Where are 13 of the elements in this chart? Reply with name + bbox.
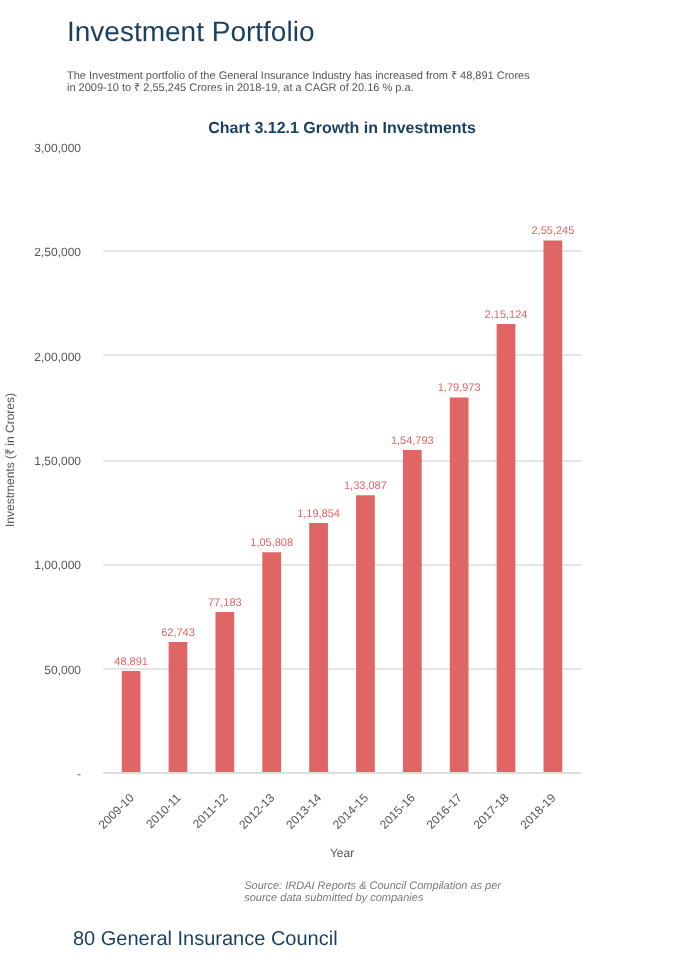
bar <box>215 611 235 773</box>
chart-title: Investment Portfolio <box>67 15 315 47</box>
bar <box>262 552 282 773</box>
bar <box>402 450 422 773</box>
bar <box>496 324 516 773</box>
bar <box>356 495 375 773</box>
bar <box>121 670 141 773</box>
bar <box>168 642 188 773</box>
text: 80 General Insurance Council <box>73 929 338 951</box>
bar <box>309 522 328 773</box>
bar <box>543 240 563 773</box>
bar <box>449 397 469 773</box>
caption: Chart 3.12.1 Growth in Investments <box>208 119 477 137</box>
